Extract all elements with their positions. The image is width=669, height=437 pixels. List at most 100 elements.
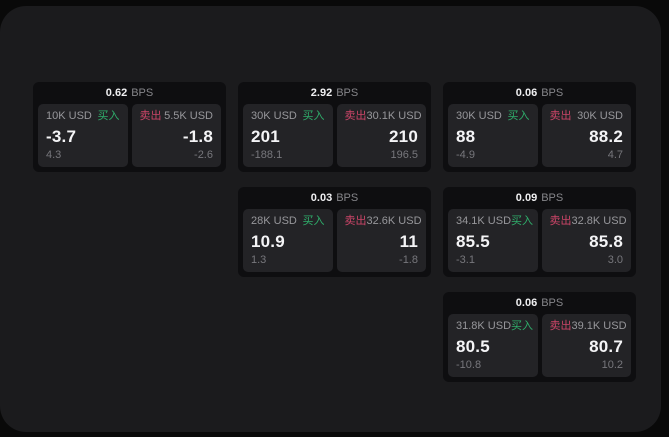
sell-change: 10.2 — [601, 359, 623, 371]
buy-tile[interactable]: 10K USD 买入 -3.7 4.3 — [38, 104, 128, 167]
card-header: 2.92 BPS — [243, 82, 426, 104]
sell-tile-top-row: 卖出 30K USD — [550, 111, 624, 122]
buy-change: -4.9 — [456, 149, 475, 161]
quote-card: 0.62 BPS 10K USD 买入 -3.7 4.3 卖出 5.5K USD… — [33, 82, 226, 172]
sell-tile[interactable]: 卖出 39.1K USD 80.7 10.2 — [541, 314, 631, 377]
bps-unit-label: BPS — [541, 192, 564, 204]
sell-price: 85.8 — [589, 231, 623, 251]
sell-price: 11 — [399, 231, 418, 251]
bps-value: 2.92 — [310, 87, 333, 99]
bps-value: 0.09 — [515, 192, 538, 204]
card-header: 0.62 BPS — [38, 82, 221, 104]
buy-notional: 30K USD — [456, 110, 502, 122]
buy-tile[interactable]: 30K USD 买入 201 -188.1 — [243, 104, 333, 167]
sell-tile-top-row: 卖出 39.1K USD — [549, 320, 627, 332]
bps-value: 0.06 — [515, 87, 538, 99]
buy-side-label: 买入 — [511, 320, 534, 332]
quote-cards-grid: 0.62 BPS 10K USD 买入 -3.7 4.3 卖出 5.5K USD… — [33, 82, 636, 382]
bps-unit-label: BPS — [336, 192, 359, 204]
buy-price: 85.5 — [456, 231, 490, 251]
sell-price: 80.7 — [589, 336, 623, 356]
sell-side-label: 卖出 — [344, 215, 367, 227]
sell-price: 210 — [389, 126, 418, 146]
main-panel: 0.62 BPS 10K USD 买入 -3.7 4.3 卖出 5.5K USD… — [0, 6, 661, 432]
buy-price: -3.7 — [46, 126, 77, 146]
sell-notional: 5.5K USD — [164, 110, 213, 122]
sell-side-label: 卖出 — [549, 110, 572, 122]
buy-notional: 30K USD — [251, 110, 297, 122]
sell-price: 88.2 — [589, 126, 623, 146]
sell-tile-top-row: 卖出 5.5K USD — [140, 111, 214, 122]
buy-change: -188.1 — [251, 149, 283, 161]
sell-tile[interactable]: 卖出 30.1K USD 210 196.5 — [336, 104, 426, 167]
bps-value: 0.06 — [515, 297, 538, 309]
buy-notional: 31.8K USD — [456, 320, 512, 332]
card-header: 0.06 BPS — [448, 82, 631, 104]
buy-side-label: 买入 — [507, 110, 530, 122]
sell-tile[interactable]: 卖出 32.6K USD 11 -1.8 — [336, 209, 426, 272]
quote-card: 2.92 BPS 30K USD 买入 201 -188.1 卖出 30.1K … — [238, 82, 431, 172]
quote-card: 0.06 BPS 31.8K USD 买入 80.5 -10.8 卖出 39.1… — [443, 292, 636, 382]
bps-value: 0.62 — [105, 87, 128, 99]
sell-price: -1.8 — [182, 126, 213, 146]
buy-notional: 28K USD — [251, 215, 297, 227]
sell-change: -1.8 — [399, 254, 418, 266]
sell-tile-top-row: 卖出 32.8K USD — [549, 215, 627, 227]
sell-side-label: 卖出 — [344, 110, 367, 122]
buy-tile-top-row: 10K USD 买入 — [46, 111, 120, 122]
card-header: 0.09 BPS — [448, 187, 631, 209]
buy-tile-top-row: 34.1K USD 买入 — [456, 215, 534, 227]
buy-price: 10.9 — [251, 231, 285, 251]
buy-change: 4.3 — [46, 149, 62, 161]
sell-change: 196.5 — [390, 149, 418, 161]
buy-tile[interactable]: 34.1K USD 买入 85.5 -3.1 — [448, 209, 538, 272]
buy-tile-top-row: 30K USD 买入 — [251, 111, 325, 122]
quote-card: 0.06 BPS 30K USD 买入 88 -4.9 卖出 30K USD 8… — [443, 82, 636, 172]
buy-notional: 34.1K USD — [456, 215, 512, 227]
buy-side-label: 买入 — [511, 215, 534, 227]
buy-change: 1.3 — [251, 254, 267, 266]
sell-side-label: 卖出 — [139, 110, 162, 122]
buy-sell-tiles: 30K USD 买入 201 -188.1 卖出 30.1K USD 210 1… — [243, 104, 426, 167]
buy-tile[interactable]: 28K USD 买入 10.9 1.3 — [243, 209, 333, 272]
buy-sell-tiles: 30K USD 买入 88 -4.9 卖出 30K USD 88.2 4.7 — [448, 104, 631, 167]
sell-notional: 30.1K USD — [366, 110, 422, 122]
buy-side-label: 买入 — [97, 110, 120, 122]
sell-change: -2.6 — [194, 149, 213, 161]
buy-tile[interactable]: 30K USD 买入 88 -4.9 — [448, 104, 538, 167]
sell-side-label: 卖出 — [549, 320, 572, 332]
buy-change: -10.8 — [456, 359, 482, 371]
buy-sell-tiles: 34.1K USD 买入 85.5 -3.1 卖出 32.8K USD 85.8… — [448, 209, 631, 272]
sell-tile[interactable]: 卖出 30K USD 88.2 4.7 — [541, 104, 631, 167]
buy-price: 201 — [251, 126, 280, 146]
sell-notional: 32.6K USD — [366, 215, 422, 227]
buy-price: 88 — [456, 126, 476, 146]
bps-unit-label: BPS — [541, 297, 564, 309]
card-header: 0.03 BPS — [243, 187, 426, 209]
buy-tile-top-row: 31.8K USD 买入 — [456, 320, 534, 332]
sell-tile-top-row: 卖出 32.6K USD — [344, 215, 422, 227]
buy-side-label: 买入 — [302, 215, 325, 227]
card-header: 0.06 BPS — [448, 292, 631, 314]
sell-notional: 30K USD — [577, 110, 623, 122]
sell-notional: 39.1K USD — [571, 320, 627, 332]
sell-change: 4.7 — [607, 149, 623, 161]
sell-notional: 32.8K USD — [571, 215, 627, 227]
bps-value: 0.03 — [310, 192, 333, 204]
sell-change: 3.0 — [607, 254, 623, 266]
sell-tile[interactable]: 卖出 5.5K USD -1.8 -2.6 — [131, 104, 221, 167]
sell-tile[interactable]: 卖出 32.8K USD 85.8 3.0 — [541, 209, 631, 272]
bps-unit-label: BPS — [541, 87, 564, 99]
buy-sell-tiles: 28K USD 买入 10.9 1.3 卖出 32.6K USD 11 -1.8 — [243, 209, 426, 272]
buy-tile-top-row: 30K USD 买入 — [456, 111, 530, 122]
bps-unit-label: BPS — [131, 87, 154, 99]
bps-unit-label: BPS — [336, 87, 359, 99]
buy-sell-tiles: 10K USD 买入 -3.7 4.3 卖出 5.5K USD -1.8 -2.… — [38, 104, 221, 167]
buy-change: -3.1 — [456, 254, 475, 266]
quote-card: 0.09 BPS 34.1K USD 买入 85.5 -3.1 卖出 32.8K… — [443, 187, 636, 277]
buy-tile[interactable]: 31.8K USD 买入 80.5 -10.8 — [448, 314, 538, 377]
sell-side-label: 卖出 — [549, 215, 572, 227]
quote-card: 0.03 BPS 28K USD 买入 10.9 1.3 卖出 32.6K US… — [238, 187, 431, 277]
buy-sell-tiles: 31.8K USD 买入 80.5 -10.8 卖出 39.1K USD 80.… — [448, 314, 631, 377]
sell-tile-top-row: 卖出 30.1K USD — [344, 110, 422, 122]
